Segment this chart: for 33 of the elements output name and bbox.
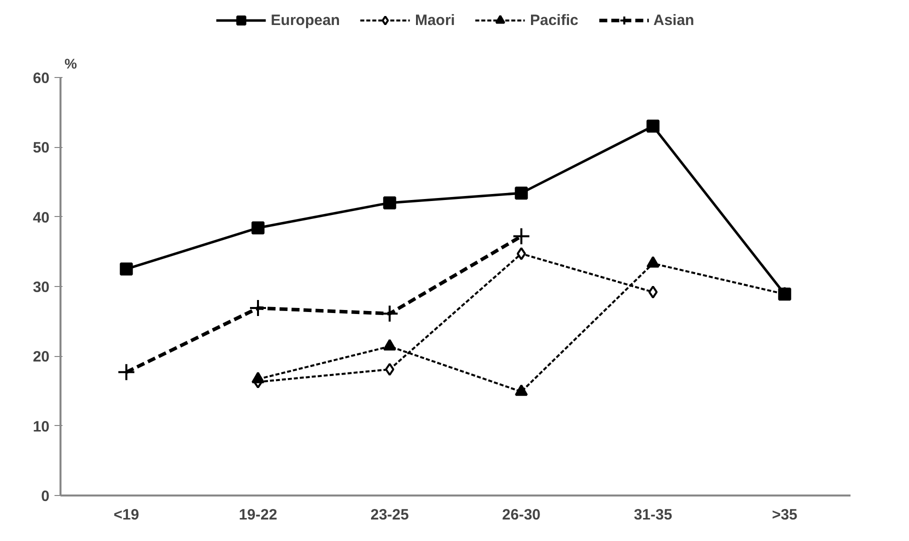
x-tick-label: <19	[114, 506, 140, 524]
legend-label: Asian	[653, 12, 694, 28]
y-tick-label: 10	[32, 418, 50, 436]
y-axis-title: %	[64, 55, 78, 72]
legend-label: European	[270, 12, 340, 28]
x-tick-label: >35	[772, 506, 798, 524]
legend-label: Maori	[414, 12, 455, 28]
point	[383, 196, 396, 210]
point	[252, 372, 264, 384]
point	[252, 221, 264, 234]
x-tick-label: 31-35	[634, 506, 672, 524]
legend-label: Pacific	[530, 12, 578, 28]
point	[648, 286, 658, 299]
point	[385, 362, 394, 376]
y-tick-label: 50	[32, 140, 50, 157]
y-tick-label: 60	[32, 70, 50, 87]
point	[249, 299, 267, 318]
point	[512, 227, 530, 246]
x-tick-label: 26-30	[502, 506, 541, 524]
point	[514, 186, 528, 200]
point	[646, 256, 660, 268]
y-tick-label: 0	[41, 488, 50, 505]
x-tick-label: 19-22	[238, 506, 278, 524]
y-tick-label: 40	[32, 209, 50, 226]
point	[120, 262, 133, 276]
y-tick-label: 30	[32, 278, 50, 296]
point	[646, 120, 660, 133]
x-tick-label: 23-25	[370, 506, 409, 524]
point	[383, 339, 396, 351]
point	[516, 247, 526, 260]
y-tick-label: 20	[32, 348, 50, 366]
point	[117, 363, 136, 382]
point	[514, 384, 528, 396]
